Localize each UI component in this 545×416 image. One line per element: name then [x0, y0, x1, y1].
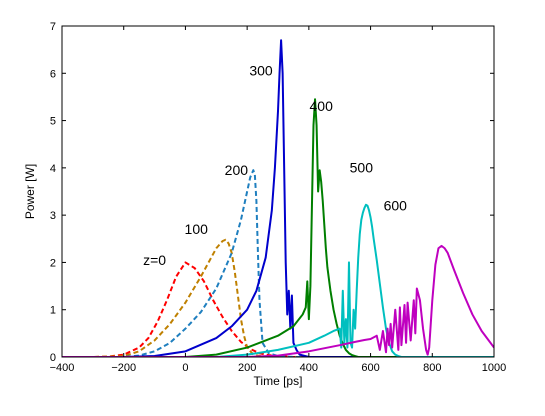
curve-label: 600	[384, 197, 408, 213]
x-tick-label: −400	[50, 362, 75, 374]
x-tick-label: 800	[423, 362, 441, 374]
y-tick-label: 1	[50, 305, 56, 317]
plot-area	[62, 26, 494, 357]
annotations-layer: z=0 100 200 300 400 500 600	[143, 63, 407, 268]
axes-layer: −400 −200 0 200 400 600 800 1000 0 1 2 3 4 5 6 7	[50, 21, 507, 374]
axes-frame	[61, 25, 495, 358]
x-tick-label: 400	[300, 362, 318, 374]
y-tick-label: 2	[50, 257, 56, 269]
curve-label: 500	[350, 160, 374, 176]
x-tick-label: 200	[238, 362, 256, 374]
curve-label: z=0	[143, 252, 166, 268]
y-tick-label: 4	[50, 163, 56, 175]
series-line-1	[62, 238, 309, 357]
y-tick-label: 3	[50, 210, 56, 222]
series-layer	[62, 39, 494, 357]
x-tick-label: −200	[111, 362, 136, 374]
series-line-0	[62, 261, 325, 357]
x-tick-label: 600	[361, 362, 379, 374]
y-tick-label: 5	[50, 116, 56, 128]
y-tick-label: 6	[50, 68, 56, 80]
series-line-2	[62, 169, 309, 357]
series-line-6	[62, 244, 494, 357]
curve-label: 200	[225, 162, 249, 178]
y-tick-label: 0	[50, 352, 56, 364]
x-tick-label: 1000	[482, 362, 506, 374]
plot-background	[62, 26, 494, 357]
y-tick-label: 7	[50, 21, 56, 33]
series-line-5	[62, 203, 494, 357]
curve-label: 100	[185, 221, 209, 237]
series-line-4	[62, 98, 494, 357]
curve-label: 300	[249, 63, 273, 79]
x-tick-label: 0	[182, 362, 188, 374]
curve-label: 400	[310, 98, 334, 114]
x-axis-label: Time [ps]	[254, 374, 303, 388]
series-line-3	[62, 39, 494, 357]
y-axis-label: Power [W]	[23, 164, 37, 219]
